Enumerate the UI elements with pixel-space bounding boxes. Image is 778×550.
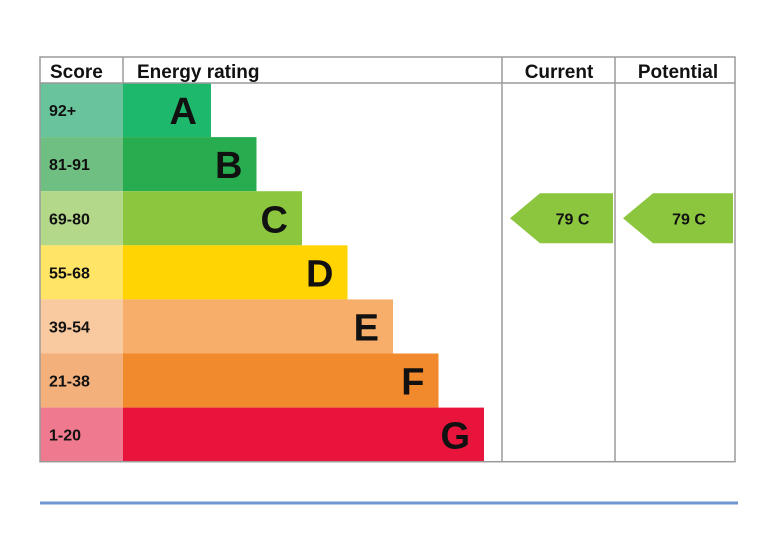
score-range-e: 39‑54 — [49, 319, 90, 336]
energy-rating-header: Energy rating — [137, 62, 259, 83]
score-cell-c — [40, 191, 123, 246]
potential-rating-label: 79 C — [672, 211, 706, 228]
band-letter-g: G — [440, 416, 470, 458]
score-cell-a — [40, 83, 123, 138]
score-range-a: 92+ — [49, 103, 76, 120]
score-header: Score — [50, 62, 103, 83]
score-cell-b — [40, 137, 123, 192]
potential-rating-arrow — [623, 193, 733, 244]
band-bar-d — [123, 245, 348, 300]
current-rating-label: 79 C — [556, 211, 590, 228]
score-range-f: 21‑38 — [49, 374, 90, 391]
band-letter-d: D — [306, 253, 333, 295]
current-rating-arrow — [510, 193, 613, 244]
table-border — [39, 56, 736, 463]
band-letter-e: E — [354, 307, 379, 349]
bands-layer: 92+ A 81‑91 B 69‑80 C 55‑68 D 39‑54 E 21‑38 F 1‑20 G — [40, 83, 484, 462]
score-range-g: 1‑20 — [49, 428, 81, 445]
band-letter-b: B — [215, 145, 242, 187]
band-bar-f — [123, 353, 439, 408]
band-bar-b — [123, 137, 257, 192]
band-bar-g — [123, 407, 484, 462]
score-cell-g — [40, 407, 123, 462]
score-cell-f — [40, 353, 123, 408]
band-bar-a — [123, 83, 211, 138]
score-cell-e — [40, 299, 123, 354]
band-letter-f: F — [401, 362, 424, 404]
potential-header: Potential — [638, 62, 718, 83]
band-bar-c — [123, 191, 302, 246]
score-range-d: 55‑68 — [49, 265, 90, 282]
arrows-layer: 79 C 79 C — [510, 193, 733, 244]
band-bar-e — [123, 299, 393, 354]
band-letter-a: A — [170, 91, 197, 133]
current-header: Current — [525, 62, 594, 83]
score-range-c: 69‑80 — [49, 211, 90, 228]
score-cell-d — [40, 245, 123, 300]
band-letter-c: C — [261, 199, 288, 241]
table-grid — [39, 56, 736, 463]
score-range-b: 81‑91 — [49, 157, 90, 174]
